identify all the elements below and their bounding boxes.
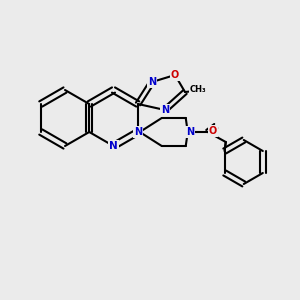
Text: N: N: [186, 127, 194, 137]
Text: CH₃: CH₃: [190, 85, 206, 94]
Text: N: N: [148, 77, 156, 87]
Text: N: N: [109, 141, 118, 151]
Text: O: O: [171, 70, 179, 80]
Text: O: O: [208, 126, 217, 136]
Text: N: N: [161, 105, 169, 115]
Text: N: N: [134, 127, 142, 137]
